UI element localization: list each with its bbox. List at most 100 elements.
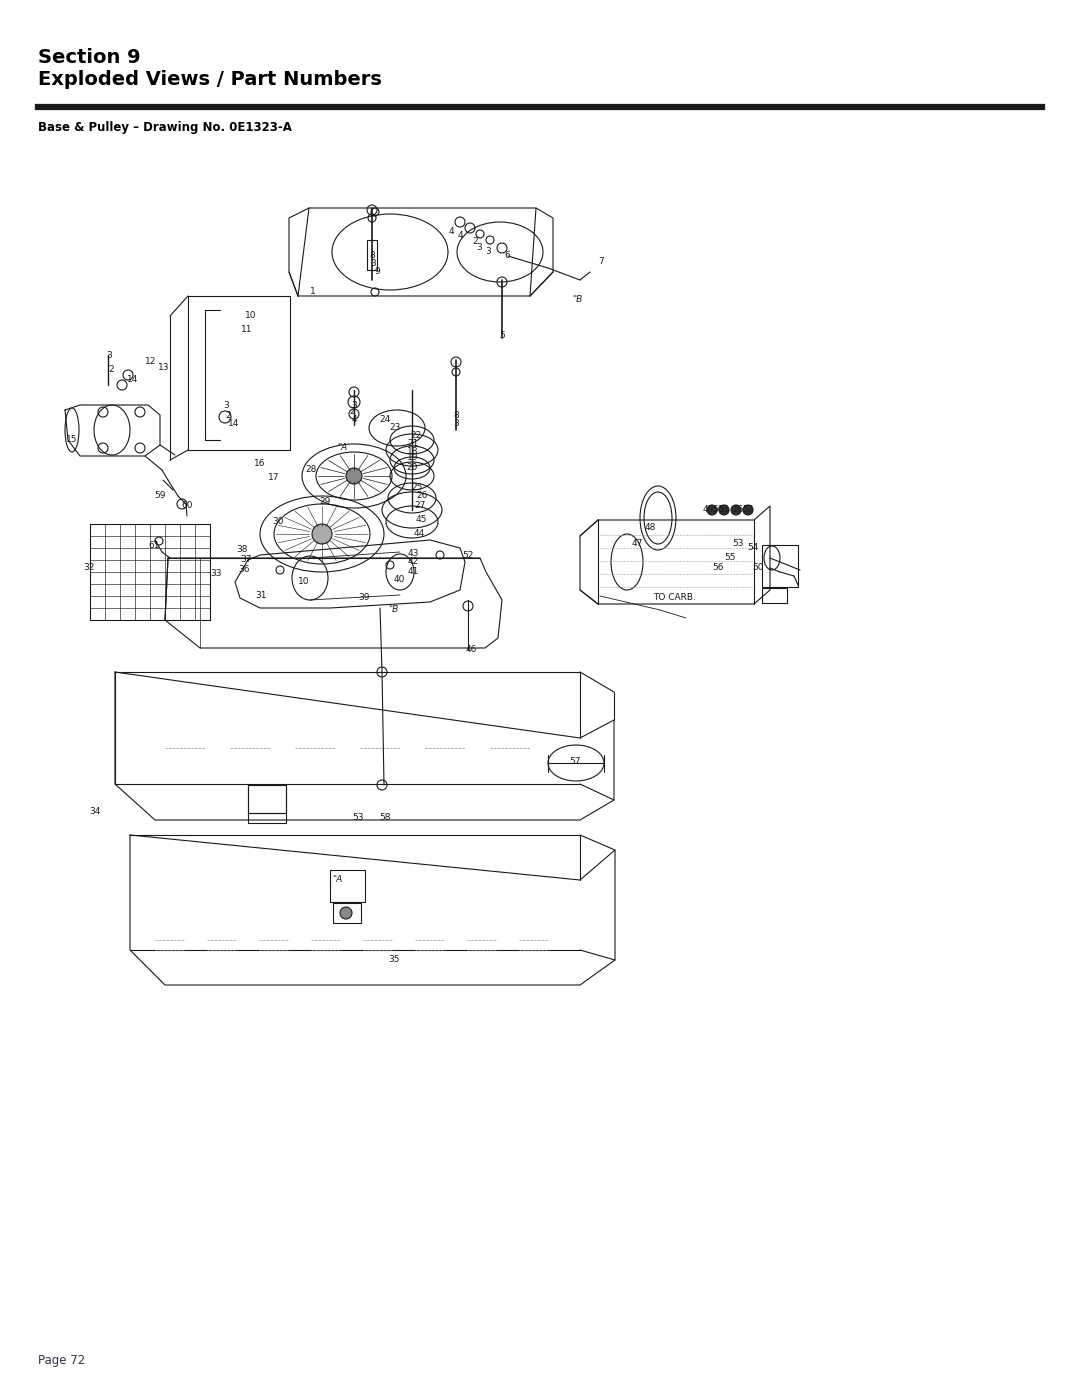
Text: 8: 8 [454,411,459,419]
Text: 54: 54 [747,543,758,552]
Text: Section 9: Section 9 [38,47,140,67]
Bar [90,524,210,620]
Bar [248,813,286,823]
Text: 19: 19 [407,454,419,462]
Text: 37: 37 [240,555,252,563]
Text: 53: 53 [732,538,744,548]
Text: 51: 51 [718,506,730,514]
Text: 8: 8 [369,251,375,260]
Text: 47: 47 [632,539,643,549]
Text: 35: 35 [388,956,400,964]
Text: 61: 61 [148,541,160,549]
Text: 59: 59 [154,490,165,500]
Text: 3: 3 [476,243,482,253]
Text: 26: 26 [732,506,744,514]
Text: 55: 55 [725,552,735,562]
Text: 32: 32 [83,563,95,573]
Text: 53: 53 [352,813,364,821]
Text: 27: 27 [415,502,426,510]
Text: 40: 40 [393,576,405,584]
Text: 21: 21 [407,439,419,447]
Text: 20: 20 [406,464,418,472]
Text: 12: 12 [146,356,157,366]
Text: 10: 10 [298,577,310,587]
Text: 11: 11 [241,326,253,334]
Text: 52: 52 [462,550,474,560]
Text: 38: 38 [237,545,247,553]
Text: 33: 33 [211,570,221,578]
Text: 9: 9 [374,267,380,277]
Text: 22: 22 [410,432,421,440]
Text: 16: 16 [254,460,266,468]
Text: Page 72: Page 72 [38,1354,85,1368]
Bar [333,902,361,923]
Circle shape [346,468,362,483]
Text: 2: 2 [472,236,477,246]
Text: 43: 43 [407,549,419,557]
Text: 45: 45 [416,514,427,524]
Text: 3: 3 [370,260,376,268]
Text: 13: 13 [159,362,170,372]
Circle shape [743,504,753,515]
Text: 48: 48 [645,524,656,532]
Bar [762,545,798,587]
Text: 50: 50 [753,563,764,573]
Text: TO CARB.: TO CARB. [653,594,697,602]
Text: 14: 14 [228,419,240,429]
Text: 7: 7 [598,257,604,267]
Text: 2: 2 [349,408,355,416]
Text: 42: 42 [407,557,419,567]
Text: 28: 28 [306,465,316,475]
Text: "A: "A [332,875,342,883]
Text: 23: 23 [389,423,401,433]
Text: 3: 3 [454,419,459,427]
Text: 30: 30 [272,517,284,525]
Text: "B: "B [572,295,582,303]
Text: 57: 57 [569,757,581,767]
Circle shape [731,504,741,515]
Text: 2: 2 [226,411,231,419]
Text: 4: 4 [448,228,454,236]
Text: Exploded Views / Part Numbers: Exploded Views / Part Numbers [38,70,382,89]
Text: 25: 25 [411,482,422,492]
Circle shape [707,504,717,515]
Bar [367,240,377,270]
Text: 15: 15 [66,434,78,443]
Text: 26: 26 [416,492,428,500]
Text: 3: 3 [351,401,356,409]
Text: 58: 58 [379,813,391,821]
Text: "A: "A [337,443,347,451]
Circle shape [719,504,729,515]
Text: 49: 49 [702,506,714,514]
Text: 34: 34 [90,807,100,816]
Circle shape [312,524,332,543]
Text: 1: 1 [310,286,315,296]
Text: 39: 39 [359,592,369,602]
Text: 10: 10 [245,310,257,320]
Text: 4: 4 [351,415,356,423]
Text: 14: 14 [127,374,138,384]
Text: 17: 17 [268,474,280,482]
Text: 2: 2 [108,365,113,373]
Text: 36: 36 [239,564,249,574]
Text: 3: 3 [485,247,491,257]
Text: 31: 31 [255,591,267,601]
Text: 24: 24 [379,415,391,425]
Text: 6: 6 [504,250,510,260]
Bar [762,588,787,604]
Text: 50: 50 [712,506,724,514]
Text: 60: 60 [181,502,192,510]
Text: 3: 3 [224,401,229,409]
Text: Base & Pulley – Drawing No. 0E1323-A: Base & Pulley – Drawing No. 0E1323-A [38,122,292,134]
Text: "B: "B [388,605,399,613]
Text: 46: 46 [465,645,476,655]
Text: 41: 41 [407,567,419,576]
Bar [248,785,286,813]
Text: 52: 52 [742,506,754,514]
Text: 44: 44 [414,528,424,538]
Bar [330,870,365,902]
Text: 3: 3 [106,352,112,360]
Text: 56: 56 [712,563,724,571]
Circle shape [340,907,352,919]
Text: 4: 4 [457,232,463,240]
